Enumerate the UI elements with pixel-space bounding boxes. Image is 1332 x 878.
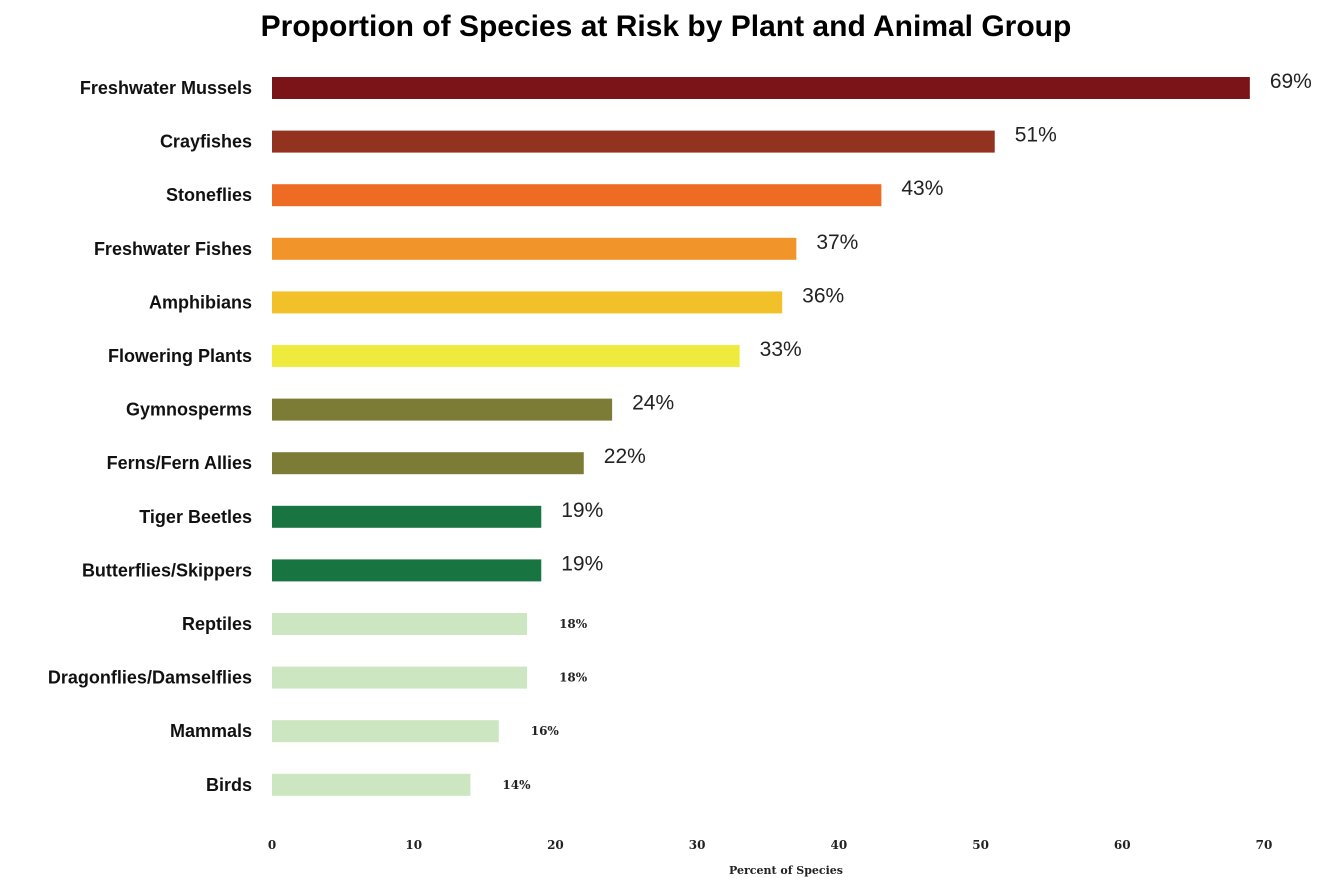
bar-freshwater-fishes — [272, 237, 797, 260]
x-tick-label-0: 0 — [268, 838, 276, 852]
value-label-stoneflies: 43% — [901, 177, 943, 200]
value-label-reptiles: 18% — [559, 617, 588, 631]
value-label-dragonflies-damselflies: 18% — [559, 671, 588, 685]
category-label-ferns-fern-allies: Ferns/Fern Allies — [107, 453, 252, 473]
x-axis-title: Percent of Species — [729, 864, 843, 877]
value-label-gymnosperms: 24% — [632, 392, 674, 415]
value-label-flowering-plants: 33% — [760, 338, 802, 361]
bar-ferns-fern-allies — [272, 452, 584, 475]
value-label-amphibians: 36% — [802, 284, 844, 307]
bar-flowering-plants — [272, 345, 740, 367]
category-label-reptiles: Reptiles — [182, 614, 252, 634]
category-label-freshwater-mussels: Freshwater Mussels — [80, 78, 252, 98]
x-tick-label-20: 20 — [547, 838, 564, 852]
chart-title: Proportion of Species at Risk by Plant a… — [260, 10, 1072, 43]
value-label-mammals: 16% — [531, 724, 560, 738]
bars-layer — [272, 77, 1250, 796]
x-tick-label-10: 10 — [405, 838, 422, 852]
bar-amphibians — [272, 291, 783, 314]
category-label-mammals: Mammals — [170, 721, 252, 741]
value-label-ferns-fern-allies: 22% — [604, 445, 646, 468]
x-axis-ticks: 0 10 20 30 40 50 60 70 — [268, 838, 1273, 852]
value-label-birds: 14% — [502, 778, 531, 792]
x-tick-label-30: 30 — [689, 838, 706, 852]
value-label-freshwater-fishes: 37% — [816, 231, 858, 254]
category-label-freshwater-fishes: Freshwater Fishes — [94, 239, 252, 259]
category-labels: Freshwater Mussels Crayfishes Stoneflies Fr… — [48, 78, 252, 795]
category-label-flowering-plants: Flowering Plants — [108, 346, 252, 366]
category-label-amphibians: Amphibians — [149, 292, 252, 312]
category-label-gymnosperms: Gymnosperms — [126, 400, 252, 420]
bar-freshwater-mussels — [272, 77, 1250, 99]
category-label-butterflies-skippers: Butterflies/Skippers — [82, 560, 252, 580]
value-label-crayfishes: 51% — [1015, 124, 1057, 147]
category-label-tiger-beetles: Tiger Beetles — [139, 507, 252, 527]
category-label-birds: Birds — [206, 775, 252, 795]
bar-tiger-beetles — [272, 505, 542, 528]
x-tick-label-40: 40 — [831, 838, 848, 852]
bar-stoneflies — [272, 184, 882, 207]
bar-crayfishes — [272, 130, 995, 153]
bar-reptiles — [272, 613, 528, 635]
value-label-butterflies-skippers: 19% — [561, 552, 603, 575]
bar-mammals — [272, 720, 499, 743]
bar-gymnosperms — [272, 398, 613, 421]
value-label-tiger-beetles: 19% — [561, 499, 603, 522]
category-label-crayfishes: Crayfishes — [160, 132, 252, 152]
category-label-stoneflies: Stoneflies — [166, 185, 252, 205]
value-labels: 69% 51% 43% 37% 36% 33% 24% 22% 19% 19% 18% 18% 16% 1… — [502, 70, 1311, 792]
category-label-dragonflies-damselflies: Dragonflies/Damselflies — [48, 668, 252, 688]
value-label-freshwater-mussels: 69% — [1270, 70, 1312, 93]
bar-birds — [272, 773, 471, 796]
bar-butterflies-skippers — [272, 559, 542, 582]
x-tick-label-60: 60 — [1114, 838, 1131, 852]
x-tick-label-50: 50 — [972, 838, 989, 852]
bar-dragonflies-damselflies — [272, 666, 528, 689]
x-tick-label-70: 70 — [1256, 838, 1273, 852]
